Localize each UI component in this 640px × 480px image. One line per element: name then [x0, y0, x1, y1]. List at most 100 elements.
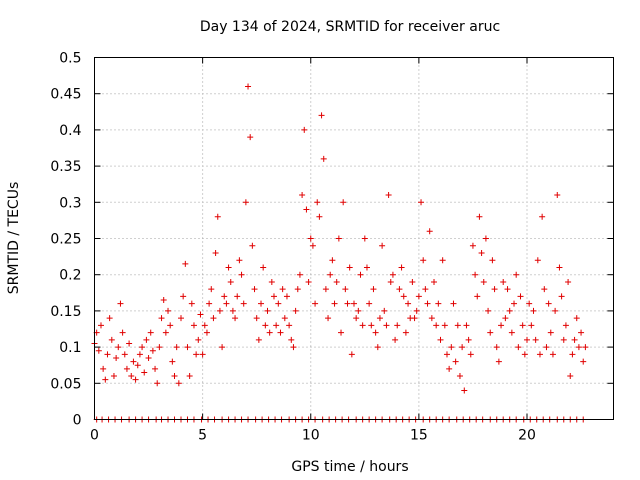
data-point: [143, 336, 150, 343]
data-point: [558, 293, 565, 300]
data-point: [242, 199, 249, 206]
data-point: [156, 344, 163, 351]
x-axis-title: GPS time / hours: [291, 459, 408, 475]
data-point: [141, 369, 148, 376]
data-point: [199, 351, 206, 358]
data-point: [162, 329, 169, 336]
data-point: [132, 376, 139, 383]
data-point: [582, 344, 589, 351]
y-tick-label: 0.3: [59, 195, 81, 211]
data-point: [290, 344, 297, 351]
data-point: [456, 373, 463, 380]
data-point: [214, 213, 221, 220]
data-point: [500, 278, 507, 285]
y-tick-label: 0.2: [59, 268, 81, 284]
data-point: [175, 380, 182, 387]
data-point: [115, 344, 122, 351]
data-point: [366, 300, 373, 307]
data-point: [316, 213, 323, 220]
data-point: [504, 286, 511, 293]
data-point: [441, 322, 448, 329]
data-point: [119, 329, 126, 336]
data-point: [454, 322, 461, 329]
data-point: [193, 351, 200, 358]
data-point: [420, 257, 427, 264]
y-tick-label: 0.4: [59, 123, 81, 139]
data-point: [433, 322, 440, 329]
data-point: [165, 307, 172, 314]
data-point: [426, 228, 433, 235]
data-point: [320, 155, 327, 162]
data-point: [405, 300, 412, 307]
data-point: [195, 336, 202, 343]
data-point: [437, 336, 444, 343]
data-point: [571, 336, 578, 343]
data-point: [318, 112, 325, 119]
data-point: [245, 83, 252, 90]
grid-lines: [94, 57, 614, 420]
data-point: [567, 373, 574, 380]
data-point: [357, 271, 364, 278]
data-point: [385, 192, 392, 199]
data-point: [238, 271, 245, 278]
data-point: [307, 235, 314, 242]
data-point: [236, 257, 243, 264]
data-point: [104, 351, 111, 358]
data-point: [519, 322, 526, 329]
data-point: [203, 329, 210, 336]
data-point: [413, 307, 420, 314]
data-point: [554, 192, 561, 199]
data-point: [372, 329, 379, 336]
data-point: [178, 315, 184, 322]
data-point: [301, 126, 308, 133]
data-point: [359, 322, 366, 329]
data-point: [422, 286, 429, 293]
data-point: [467, 351, 474, 358]
data-point: [346, 264, 353, 271]
data-point: [539, 213, 546, 220]
data-point: [292, 307, 299, 314]
data-point: [487, 329, 494, 336]
data-point: [493, 344, 500, 351]
data-point: [411, 315, 418, 322]
data-point: [327, 271, 334, 278]
x-tick-label: 15: [410, 428, 428, 444]
data-point: [229, 307, 236, 314]
data-point: [188, 300, 195, 307]
data-point: [281, 315, 288, 322]
data-point: [461, 387, 468, 394]
data-point: [532, 336, 539, 343]
data-point: [435, 300, 442, 307]
data-point: [502, 315, 509, 322]
data-point: [296, 271, 303, 278]
data-point: [266, 329, 273, 336]
data-point: [370, 286, 377, 293]
data-point: [253, 315, 260, 322]
data-point: [270, 293, 277, 300]
data-point: [506, 307, 513, 314]
data-point: [121, 351, 128, 358]
data-point: [309, 242, 316, 249]
x-tick-label: 5: [198, 428, 207, 444]
data-point: [152, 365, 159, 372]
data-point: [353, 315, 360, 322]
data-point: [342, 286, 349, 293]
data-point: [478, 249, 485, 256]
data-point: [508, 329, 515, 336]
data-point: [184, 344, 191, 351]
x-tick-label: 10: [302, 428, 320, 444]
data-point: [418, 199, 425, 206]
data-point: [234, 293, 241, 300]
data-point: [312, 300, 319, 307]
data-point: [482, 235, 489, 242]
data-points: [91, 83, 589, 423]
data-point: [331, 300, 338, 307]
data-point: [351, 300, 357, 307]
data-point: [123, 365, 130, 372]
data-point: [415, 293, 422, 300]
data-point: [569, 351, 576, 358]
data-point: [329, 257, 336, 264]
chart-title: Day 134 of 2024, SRMTID for receiver aru…: [200, 19, 500, 35]
data-point: [376, 315, 383, 322]
data-point: [549, 351, 556, 358]
